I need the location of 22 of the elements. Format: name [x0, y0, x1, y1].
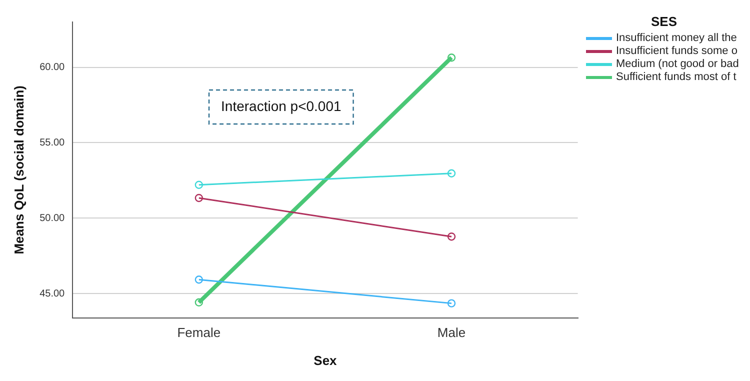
point	[447, 232, 456, 241]
legend-label: Insufficient money all the	[616, 32, 737, 45]
y-tick-label: 45.00	[40, 288, 66, 300]
y-tick-label: 60.00	[40, 62, 66, 74]
point	[194, 194, 204, 202]
point	[447, 299, 456, 308]
legend-label: Medium (not good or bad	[616, 58, 739, 71]
point	[194, 180, 204, 189]
point	[447, 169, 456, 178]
y-tick-label: 50.00	[40, 212, 66, 224]
x-tick-label: Female	[177, 325, 221, 340]
legend-label: Sufficient funds most of t	[616, 71, 736, 84]
point	[194, 276, 204, 284]
legend-title: SES	[650, 14, 678, 29]
legend-label: Insufficient funds some o	[616, 45, 738, 58]
point	[194, 298, 204, 307]
annotation: Interaction p<0.001	[221, 98, 342, 114]
x-tick-label: Male	[437, 325, 466, 340]
point	[447, 54, 456, 62]
x-axis-title: Sex	[314, 352, 338, 368]
y-tick-label: 55.00	[40, 137, 66, 148]
y-axis-title: Means QoL (social domain)	[11, 86, 26, 254]
